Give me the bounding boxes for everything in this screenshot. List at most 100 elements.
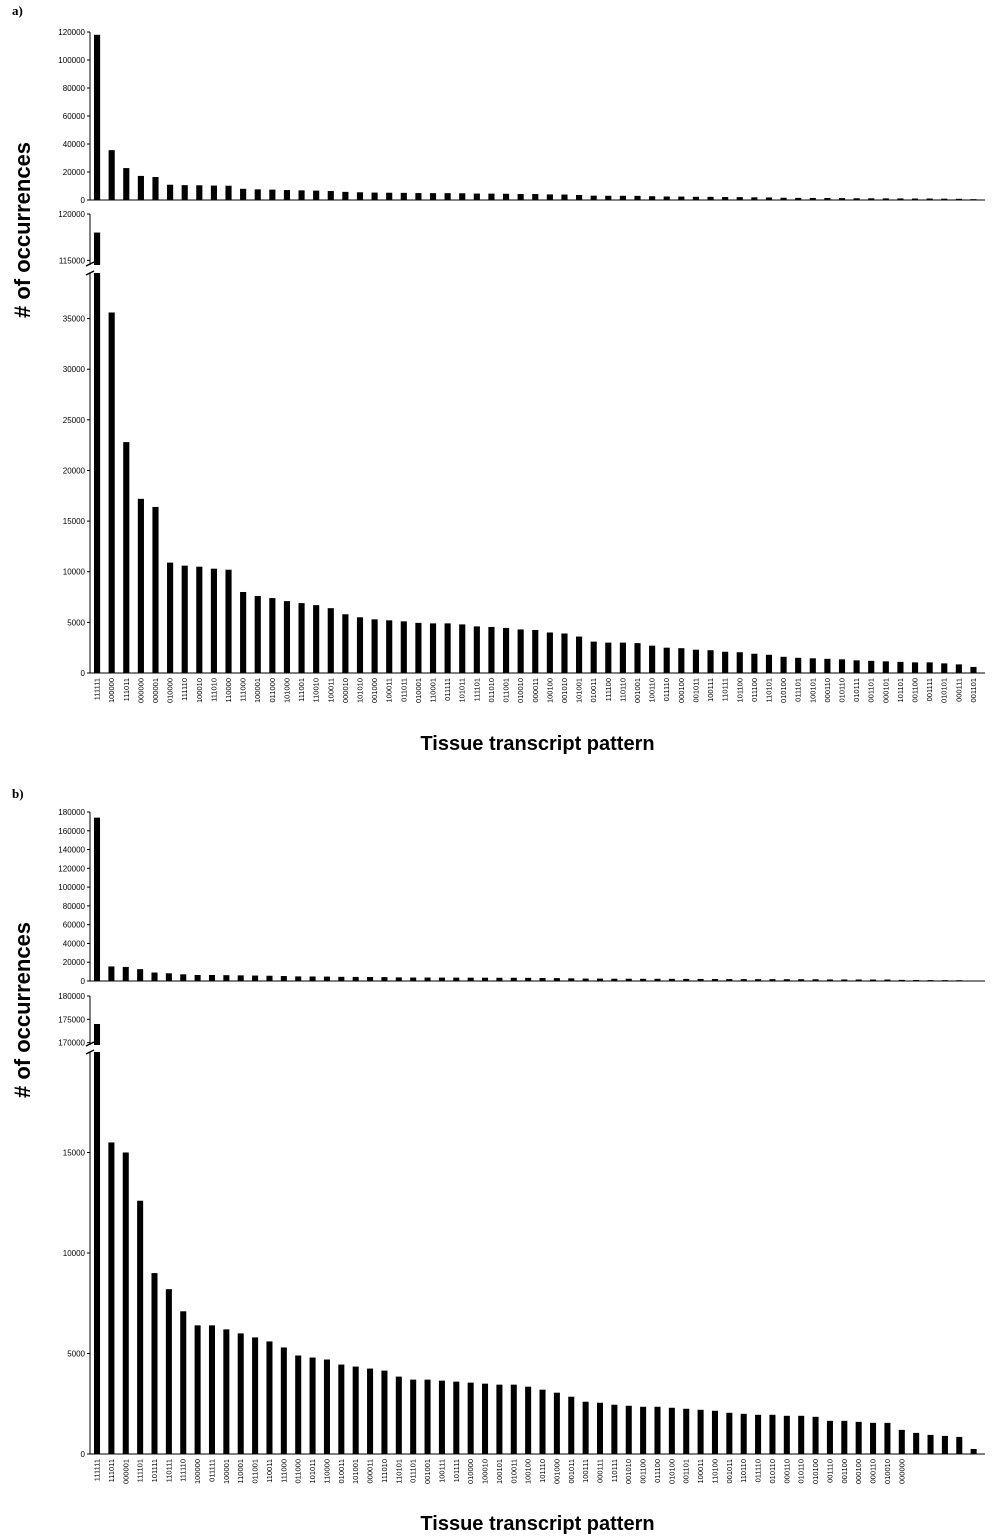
bar-detail: [225, 569, 232, 673]
bar-detail: [765, 654, 773, 673]
bar-overview: [473, 193, 480, 200]
bar-overview: [927, 980, 934, 981]
bar-overview: [269, 189, 276, 200]
x-tick-label: 000101: [881, 678, 890, 703]
bar-detail: [711, 1410, 718, 1454]
bar-overview: [108, 966, 115, 981]
bar-detail: [619, 642, 626, 673]
bar-overview: [826, 979, 833, 981]
bar-overview: [381, 977, 388, 981]
bar-overview: [911, 198, 919, 200]
x-tick-label: 110001: [429, 678, 438, 702]
bar-overview: [309, 976, 316, 981]
x-tick-label: 000111: [596, 1459, 605, 1483]
bar-overview: [897, 198, 904, 200]
x-tick-label: 011101: [794, 678, 803, 702]
bar-overview: [884, 979, 891, 981]
bar-detail: [381, 1370, 388, 1454]
x-tick-label: 011111: [207, 1459, 216, 1482]
bar-detail: [424, 1379, 431, 1454]
bar-overview: [882, 198, 889, 200]
x-tick-label: 111000: [239, 678, 248, 702]
bar-overview: [692, 196, 700, 200]
x-tick-label: 001010: [560, 678, 569, 703]
bar-detail: [108, 312, 115, 673]
bar-detail: [152, 506, 159, 673]
bar-detail: [473, 626, 480, 673]
x-tick-label: 001100: [911, 678, 920, 702]
bar-overview: [898, 979, 905, 981]
bar-detail: [707, 650, 714, 673]
bar-overview: [582, 978, 589, 981]
x-tick-label: 110110: [739, 1459, 748, 1483]
bar-overview: [467, 977, 474, 981]
x-tick-label: 101011: [458, 678, 467, 702]
bar-detail: [467, 1382, 474, 1454]
bar-overview: [576, 194, 583, 200]
bar-overview: [824, 198, 831, 200]
y-tick-label: 15000: [63, 1149, 86, 1158]
x-tick-label: 010000: [466, 1459, 475, 1484]
bar-detail: [309, 1357, 316, 1454]
y-tick-label: 60000: [63, 112, 86, 121]
bar-overview: [295, 976, 302, 981]
bar-detail: [137, 1200, 144, 1454]
bar-detail: [911, 662, 919, 673]
x-tick-label: 000110: [823, 678, 832, 702]
x-tick-label: 111111: [93, 678, 102, 700]
bar-detail: [722, 651, 729, 673]
y-tick-label: 0: [81, 669, 86, 678]
bar-overview: [502, 193, 510, 200]
x-tick-label: 001001: [423, 1459, 432, 1484]
bar-overview: [812, 979, 819, 981]
bar-detail: [94, 1052, 101, 1454]
bar-detail: [898, 1429, 905, 1454]
x-tick-label: 001010: [624, 1459, 633, 1484]
x-tick-label: 101101: [896, 678, 905, 702]
bar-detail: [137, 498, 144, 673]
bar-detail: [386, 620, 393, 673]
x-tick-label: 001011: [691, 678, 700, 702]
x-tick-label: 000110: [782, 1459, 791, 1483]
bar-overview: [926, 198, 933, 200]
bar-detail: [692, 649, 700, 673]
y-tick-label: 100000: [58, 56, 85, 65]
bar-overview: [108, 150, 115, 200]
bar-detail: [838, 659, 846, 673]
y-tick-label: 175000: [58, 1015, 85, 1024]
x-tick-label: 011110: [754, 1459, 763, 1482]
bar-overview: [237, 975, 244, 981]
bar-detail: [726, 1412, 733, 1454]
y-tick-label: 160000: [58, 827, 85, 836]
bar-overview: [352, 976, 359, 981]
break-segment: 170000 175000 180000: [58, 992, 101, 1055]
x-tick-label: 000001: [151, 678, 160, 703]
x-tick-label: 100011: [326, 678, 335, 702]
y-axis-title: # of occurrences: [10, 922, 35, 1098]
y-tick-label: 60000: [63, 921, 86, 930]
bar-overview: [941, 198, 948, 200]
bar-overview: [970, 199, 977, 200]
x-tick-label: 010001: [414, 678, 423, 703]
x-tick-label: 000001: [121, 1459, 130, 1484]
x-tick-label: 001011: [725, 1459, 734, 1483]
x-tick-label: 010011: [337, 1459, 346, 1483]
bar-overview: [252, 975, 259, 981]
bar-overview: [590, 195, 597, 200]
bar-detail: [280, 1347, 287, 1454]
bar-overview: [194, 974, 201, 981]
bar-detail: [553, 1392, 560, 1454]
bar-detail: [568, 1396, 575, 1454]
x-tick-label: 110111: [610, 1459, 619, 1482]
x-tick-label: 000100: [677, 678, 686, 703]
bar-detail: [338, 1364, 345, 1454]
x-tick-label: 100011: [696, 1459, 705, 1483]
bar-detail: [853, 660, 860, 673]
x-tick-label: 000011: [531, 678, 540, 702]
bar-detail: [266, 1341, 273, 1454]
x-tick-label: 100001: [253, 678, 262, 703]
bar-detail: [663, 647, 670, 673]
bar-detail: [295, 1355, 302, 1454]
y-tick-label: 115000: [59, 256, 86, 265]
bar-overview: [338, 976, 345, 981]
